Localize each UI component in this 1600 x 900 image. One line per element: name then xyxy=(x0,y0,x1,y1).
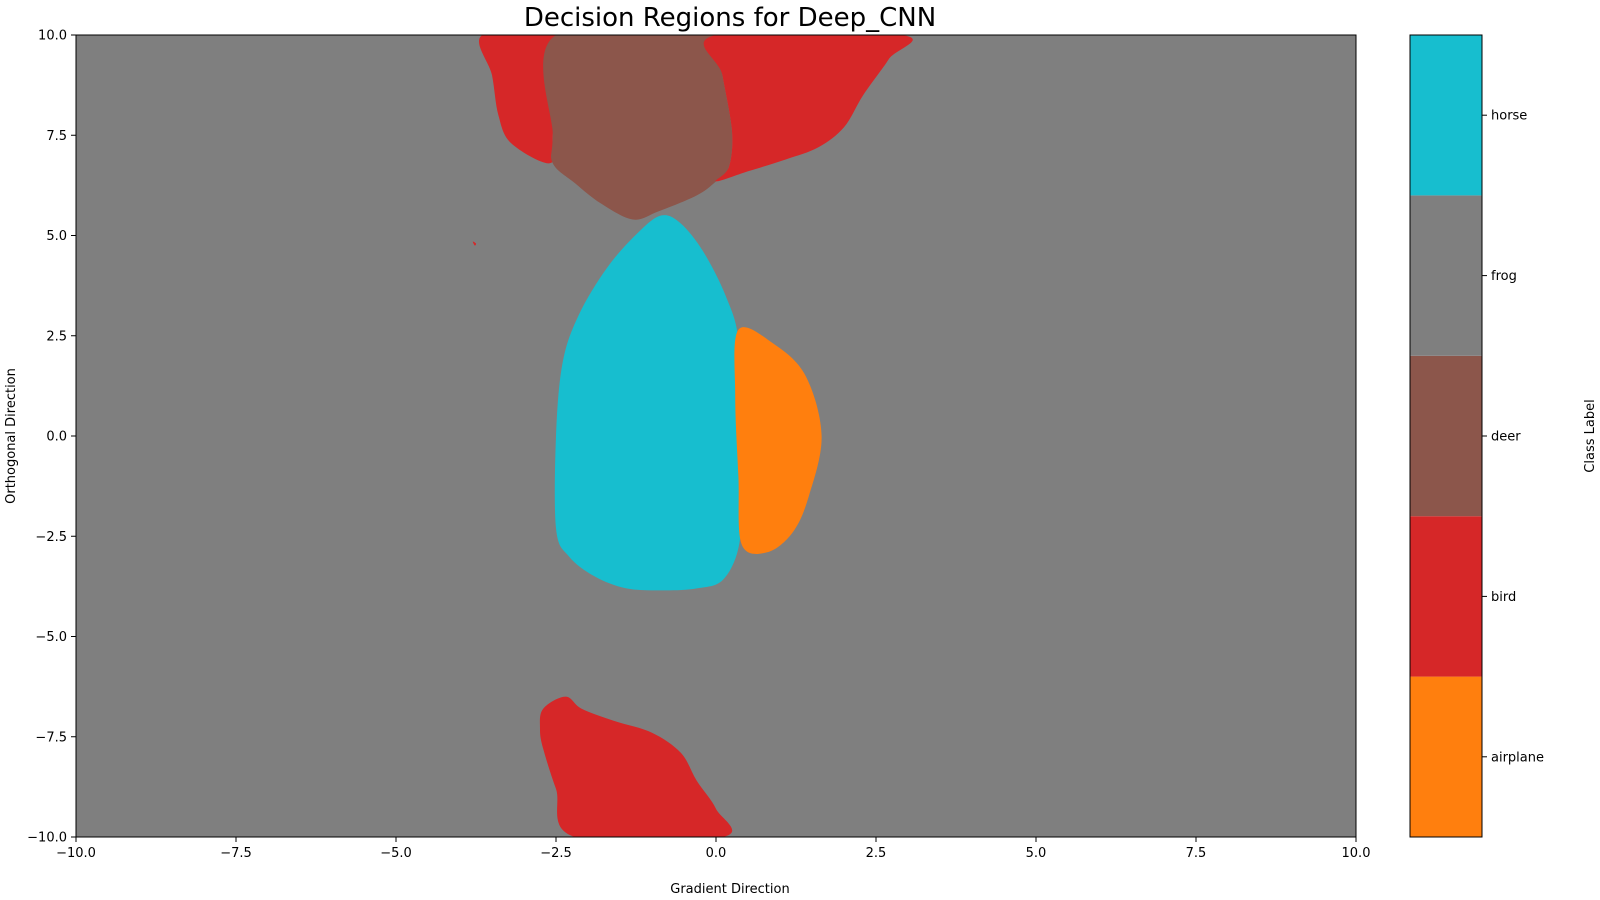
colorbar-swatch-deer xyxy=(1410,355,1482,517)
plot-area xyxy=(75,34,1357,838)
y-tick-label: −5.0 xyxy=(35,630,67,645)
colorbar-swatch-airplane xyxy=(1410,676,1482,837)
colorbar-swatch-bird xyxy=(1410,516,1482,677)
y-tick-label: −10.0 xyxy=(27,831,67,846)
colorbar-swatch-frog xyxy=(1410,195,1482,356)
x-tick-label: 0.0 xyxy=(706,846,727,861)
x-tick-label: 2.5 xyxy=(866,846,887,861)
bird-region xyxy=(703,35,913,182)
x-tick-label: −7.5 xyxy=(220,846,252,861)
deer-region xyxy=(543,35,733,220)
x-tick-label: −2.5 xyxy=(540,846,572,861)
x-tick-label: 5.0 xyxy=(1026,846,1047,861)
y-tick-label: 7.5 xyxy=(46,129,67,144)
colorbar-tick-label: deer xyxy=(1491,430,1521,445)
chart-title: Decision Regions for Deep_CNN xyxy=(524,3,936,33)
colorbar-tick-label: airplane xyxy=(1491,750,1544,765)
y-tick-label: 10.0 xyxy=(38,29,67,44)
airplane-region xyxy=(734,327,822,555)
y-axis-ticks: −10.0 −7.5 −5.0 −2.5 0.0 2.5 5.0 7.5 10.0 xyxy=(27,29,76,846)
x-tick-label: 7.5 xyxy=(1186,846,1207,861)
colorbar-swatch-horse xyxy=(1410,35,1482,196)
colorbar-tick-label: bird xyxy=(1491,590,1516,605)
y-tick-label: 2.5 xyxy=(46,329,67,344)
x-axis-ticks: −10.0 −7.5 −5.0 −2.5 0.0 2.5 5.0 7.5 10.0 xyxy=(56,837,1370,861)
colorbar-tick-label: horse xyxy=(1491,109,1527,124)
colorbar: airplane bird deer frog horse xyxy=(1409,34,1544,838)
bird-region xyxy=(539,696,732,837)
colorbar-label: Class Label xyxy=(1583,399,1598,472)
y-tick-label: 0.0 xyxy=(46,430,67,445)
x-tick-label: −5.0 xyxy=(380,846,412,861)
x-tick-label: −10.0 xyxy=(56,846,96,861)
y-axis-label: Orthogonal Direction xyxy=(4,368,19,504)
horse-region xyxy=(554,215,742,591)
x-tick-label: 10.0 xyxy=(1342,846,1371,861)
y-tick-label: −7.5 xyxy=(35,730,67,745)
y-tick-label: −2.5 xyxy=(35,530,67,545)
bird-region xyxy=(472,241,477,246)
colorbar-frame xyxy=(1409,34,1483,838)
colorbar-tick-label: frog xyxy=(1491,269,1517,284)
bird-region xyxy=(479,35,561,164)
x-axis-label: Gradient Direction xyxy=(670,882,789,897)
y-tick-label: 5.0 xyxy=(46,229,67,244)
decision-regions xyxy=(472,35,913,837)
